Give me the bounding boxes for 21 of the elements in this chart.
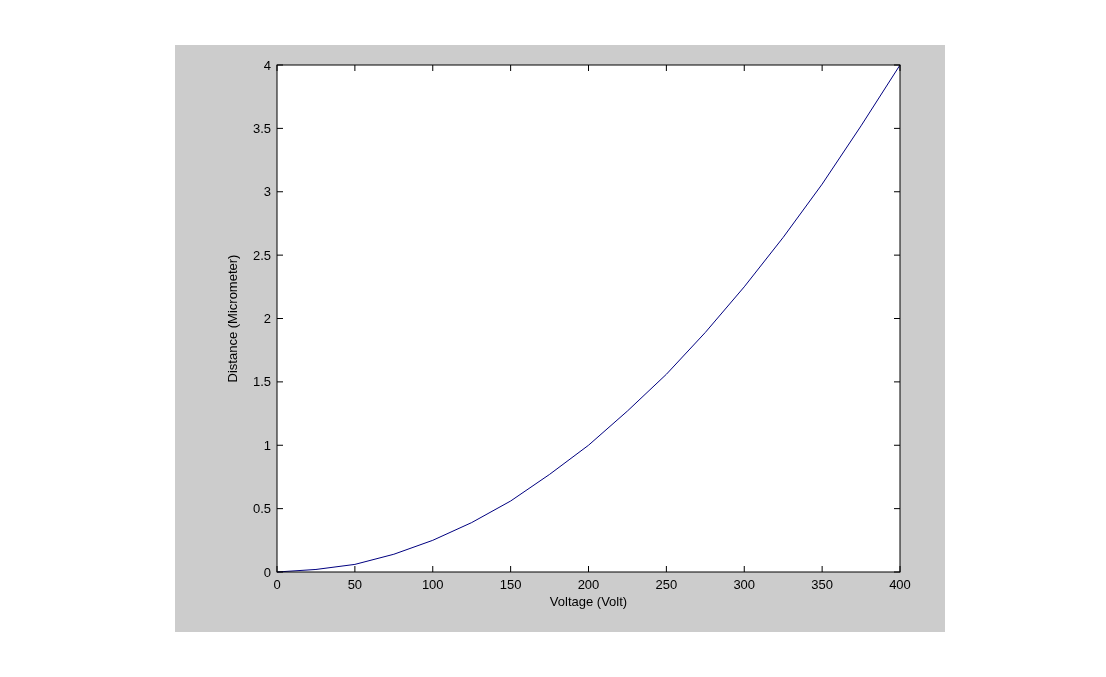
y-tick-label: 3.5 xyxy=(252,120,271,136)
y-tick-label: 0 xyxy=(263,564,271,580)
y-tick-label: 4 xyxy=(263,57,271,73)
y-tick-label: 0.5 xyxy=(252,501,271,517)
x-tick-label: 250 xyxy=(655,577,678,592)
y-axis-title: Distance (Micrometer) xyxy=(225,254,240,383)
y-tick-label: 1 xyxy=(263,437,271,453)
y-tick-label: 2.5 xyxy=(252,247,271,263)
y-tick-label: 1.5 xyxy=(252,374,271,390)
x-tick-label: 350 xyxy=(811,577,833,592)
y-tick-label: 3 xyxy=(263,184,271,200)
x-tick-label: 0 xyxy=(273,577,281,592)
x-tick-label: 150 xyxy=(499,577,522,592)
x-tick-label: 300 xyxy=(733,577,756,592)
line-series xyxy=(276,64,901,573)
x-tick-label: 50 xyxy=(347,577,363,592)
y-tick-label: 2 xyxy=(263,311,271,326)
x-axis-title: Voltage (Volt) xyxy=(549,594,628,609)
x-tick-label: 200 xyxy=(577,577,600,592)
x-tick-label: 400 xyxy=(889,577,911,592)
x-tick-label: 100 xyxy=(421,577,444,592)
